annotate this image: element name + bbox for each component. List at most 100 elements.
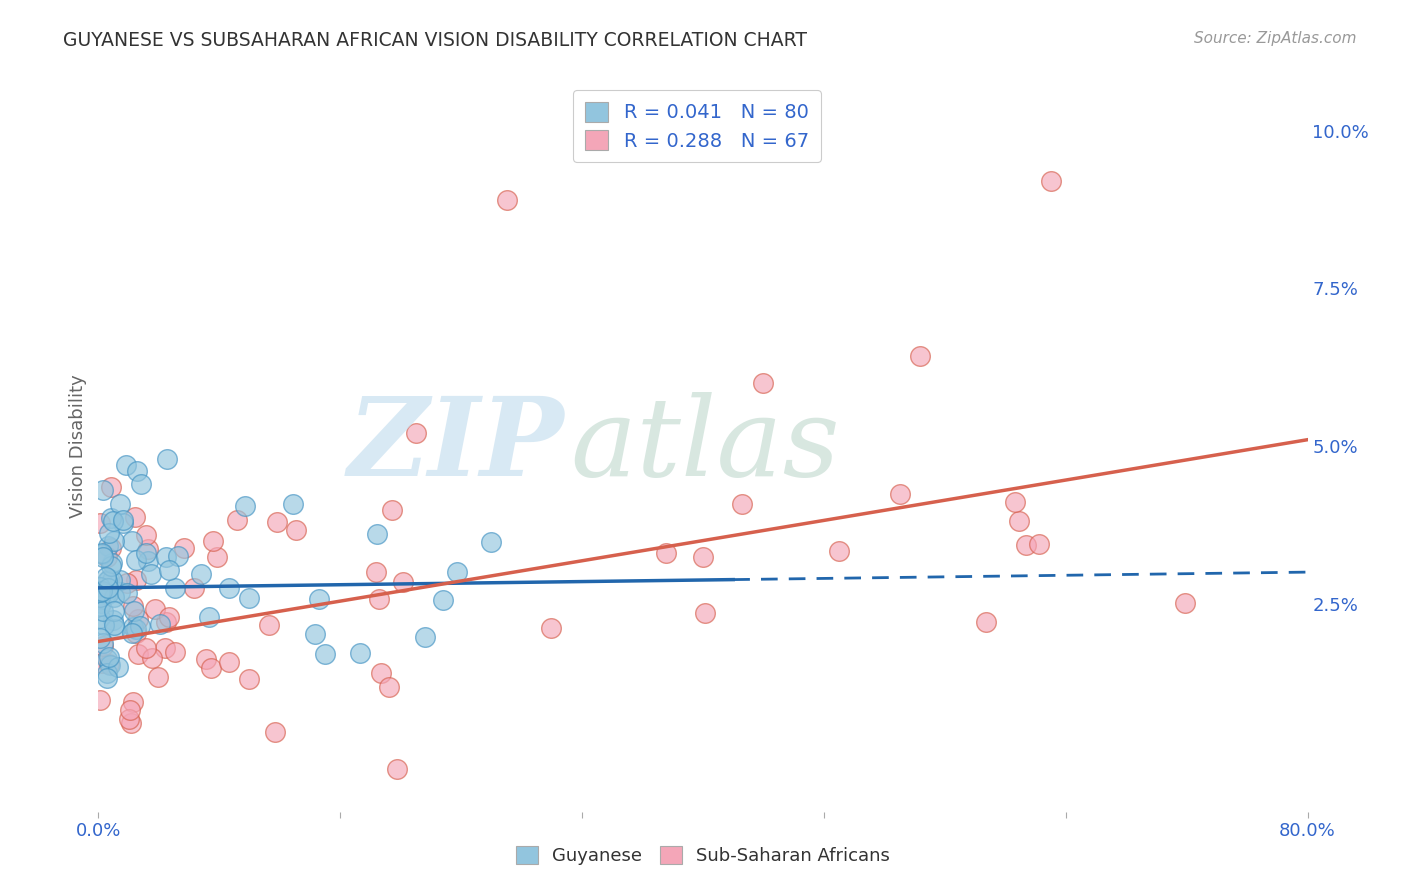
Point [218, 581, 240, 595]
Point [828, 544, 851, 558]
Point [96, 666, 118, 681]
Point [100, 510, 122, 524]
Point [89, 692, 111, 706]
Point [98, 657, 121, 672]
Point [91, 656, 114, 670]
Point [103, 618, 125, 632]
Point [974, 615, 997, 629]
Point [446, 565, 468, 579]
Point [107, 659, 129, 673]
Point [89, 611, 111, 625]
Point [146, 670, 169, 684]
Point [96, 570, 118, 584]
Point [284, 523, 307, 537]
Text: Source: ZipAtlas.com: Source: ZipAtlas.com [1194, 31, 1357, 46]
Point [90, 596, 112, 610]
Point [218, 655, 240, 669]
Point [266, 515, 288, 529]
Point [97, 587, 120, 601]
Point [115, 458, 138, 472]
Point [98, 572, 121, 586]
Point [93, 635, 115, 649]
Point [155, 549, 177, 564]
Point [103, 514, 125, 528]
Point [115, 576, 138, 591]
Point [1028, 537, 1050, 551]
Point [889, 486, 911, 500]
Text: GUYANESE VS SUBSAHARAN AFRICAN VISION DISABILITY CORRELATION CHART: GUYANESE VS SUBSAHARAN AFRICAN VISION DI… [63, 31, 807, 50]
Point [111, 516, 134, 530]
Point [103, 534, 125, 549]
Text: atlas: atlas [569, 392, 839, 500]
Point [1039, 174, 1062, 188]
Point [120, 716, 142, 731]
Point [122, 603, 145, 617]
Point [96, 550, 118, 565]
Point [349, 646, 371, 660]
Point [233, 499, 256, 513]
Point [104, 622, 127, 636]
Point [125, 625, 148, 640]
Point [167, 549, 190, 563]
Point [100, 480, 122, 494]
Point [129, 476, 152, 491]
Point [108, 497, 131, 511]
Point [93, 617, 115, 632]
Point [149, 616, 172, 631]
Point [155, 615, 177, 629]
Point [120, 703, 142, 717]
Point [111, 513, 134, 527]
Point [89, 631, 111, 645]
Point [96, 652, 118, 666]
Point [91, 604, 114, 618]
Point [122, 695, 145, 709]
Point [121, 626, 143, 640]
Point [540, 621, 562, 635]
Point [100, 541, 122, 556]
Point [89, 580, 111, 594]
Point [89, 590, 111, 604]
Point [183, 581, 205, 595]
Point [98, 650, 121, 665]
Point [308, 591, 330, 606]
Point [413, 630, 436, 644]
Point [108, 573, 131, 587]
Point [89, 516, 111, 531]
Point [89, 599, 111, 614]
Point [91, 547, 114, 561]
Y-axis label: Vision Disability: Vision Disability [69, 374, 87, 518]
Point [731, 497, 754, 511]
Point [96, 672, 118, 686]
Point [281, 497, 304, 511]
Point [432, 592, 454, 607]
Point [163, 645, 186, 659]
Point [366, 527, 388, 541]
Point [495, 193, 517, 207]
Point [364, 565, 387, 579]
Point [121, 533, 143, 548]
Point [201, 533, 224, 548]
Point [908, 349, 931, 363]
Point [93, 639, 115, 653]
Point [1008, 514, 1031, 528]
Point [385, 762, 408, 776]
Point [122, 599, 145, 613]
Point [89, 584, 111, 599]
Point [655, 547, 678, 561]
Point [141, 651, 163, 665]
Point [198, 610, 221, 624]
Point [141, 566, 163, 581]
Point [195, 652, 218, 666]
Point [143, 602, 166, 616]
Point [381, 502, 404, 516]
Point [125, 622, 148, 636]
Point [1004, 494, 1026, 508]
Point [91, 546, 114, 560]
Point [97, 582, 120, 596]
Point [103, 604, 125, 618]
Point [1174, 596, 1197, 610]
Point [163, 582, 186, 596]
Point [134, 546, 156, 560]
Point [129, 619, 152, 633]
Point [135, 640, 157, 655]
